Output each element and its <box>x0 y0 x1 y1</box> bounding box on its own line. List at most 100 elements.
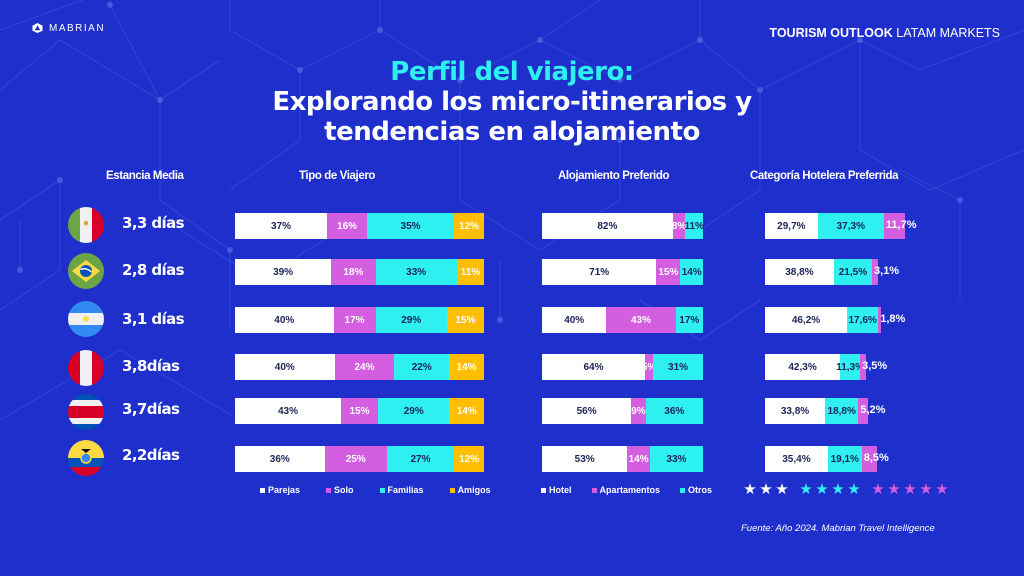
lodging-segment-apartamentos: 9% <box>631 398 646 424</box>
traveler-bar-brazil: 39% 18% 33% 11% <box>235 259 484 285</box>
hotel-category-segment-4-estrellas: 18,8% <box>824 398 859 424</box>
hotel-category-segment-3-estrellas: 33,8% <box>765 398 825 424</box>
data-label: 5% <box>641 361 657 373</box>
hotel-category-segment-3-estrellas: 38,8% <box>765 259 834 285</box>
traveler-segment-solo: 15% <box>341 398 378 424</box>
legend-label: Familias <box>387 485 424 495</box>
title-line-3: tendencias en alojamiento <box>324 117 700 147</box>
lodging-segment-otros: 11% <box>684 213 704 239</box>
traveler-bar-mexico: 37% 16% 35% 12% <box>235 213 484 239</box>
lodging-segment-otros: 33% <box>649 446 703 472</box>
data-label: 36% <box>269 453 290 465</box>
hotel-category-segment-5-estrellas: 3,1% <box>872 259 899 285</box>
data-label: 43% <box>277 405 298 417</box>
traveler-segment-solo: 17% <box>333 307 376 333</box>
data-label: 9% <box>631 405 646 417</box>
column-heading-traveler: Tipo de Viajero <box>299 170 376 182</box>
traveler-segment-solo: 24% <box>334 354 395 380</box>
star-icon: ★ <box>935 480 949 498</box>
hotel-category-segment-4-estrellas: 19,1% <box>827 446 862 472</box>
lodging-segment-apartamentos: 14% <box>627 446 650 472</box>
lodging-bar-argentina: 40% 43% 17% <box>542 307 703 333</box>
data-label: 36% <box>664 405 685 417</box>
data-label: 53% <box>574 453 595 465</box>
legend-swatch <box>591 487 597 493</box>
hotel-category-segment-4-estrellas: 11,3% <box>836 354 864 380</box>
hotel-category-bar-costa-rica: 33,8% 18,8% 5,2% <box>765 398 885 424</box>
data-label: 12% <box>459 453 480 465</box>
legend-item-familias: Familias <box>379 485 424 495</box>
stay-value-peru: 3,8días <box>122 357 180 375</box>
lodging-segment-otros: 36% <box>645 398 703 424</box>
hotel-category-bar-argentina: 46,2% 17,6% 1,8% <box>765 307 905 333</box>
traveler-segment-solo: 18% <box>331 259 376 285</box>
data-label: 24% <box>354 361 375 373</box>
lodging-bar-ecuador: 53% 14% 33% <box>542 446 703 472</box>
data-label: 5,2% <box>860 404 886 416</box>
hotel-category-segment-3-estrellas: 42,3% <box>765 354 841 380</box>
data-label: 56% <box>576 405 597 417</box>
data-label: 71% <box>589 266 610 278</box>
data-label: 15% <box>455 314 476 326</box>
lodging-bar-peru: 64% 5% 31% <box>542 354 703 380</box>
costa-rica-flag-icon <box>68 394 104 430</box>
legend-item-parejas: Parejas <box>260 485 300 495</box>
traveler-segment-familias: 33% <box>375 259 457 285</box>
legend-lodging: Hotel Apartamentos Otros <box>541 485 712 495</box>
ecuador-flag-icon <box>68 440 104 476</box>
star-icon: ★ <box>743 480 757 498</box>
hotel-category-bar-mexico: 29,7% 37,3% 11,7% <box>765 213 917 239</box>
traveler-segment-amigos: 11% <box>456 259 484 285</box>
legend-traveler: Parejas Solo Familias Amigos <box>260 485 491 495</box>
star-icon: ★ <box>775 480 789 498</box>
data-label: 40% <box>564 314 585 326</box>
data-label: 39% <box>273 266 294 278</box>
legend-swatch <box>379 487 385 493</box>
lodging-bar-costa-rica: 56% 9% 36% <box>542 398 703 424</box>
brand-name: MABRIAN <box>49 22 106 34</box>
report-title-bold: TOURISM OUTLOOK <box>769 26 893 40</box>
data-label: 33% <box>406 266 427 278</box>
data-label: 11,3% <box>836 361 865 373</box>
spacer <box>862 480 870 498</box>
data-label: 37% <box>271 220 292 232</box>
data-label: 17,6% <box>848 314 877 326</box>
legend-swatch <box>541 487 546 493</box>
legend-swatch <box>260 487 265 493</box>
data-label: 43% <box>630 314 651 326</box>
lodging-segment-hotel: 40% <box>542 307 607 333</box>
legend-label: Amigos <box>457 485 491 495</box>
legend-item-amigos: Amigos <box>449 485 491 495</box>
star-icon: ★ <box>815 480 829 498</box>
lodging-bar-mexico: 82% 8% 11% <box>542 213 704 239</box>
data-label: 25% <box>345 453 366 465</box>
data-label: 46,2% <box>791 314 821 326</box>
data-label: 14% <box>628 453 649 465</box>
lodging-segment-hotel: 53% <box>542 446 628 472</box>
title-line-2: Explorando los micro-itinerarios y <box>272 87 752 117</box>
traveler-segment-amigos: 15% <box>447 307 484 333</box>
data-label: 12% <box>459 220 480 232</box>
traveler-segment-parejas: 39% <box>235 259 332 285</box>
lodging-segment-hotel: 82% <box>542 213 673 239</box>
brand-logo: MABRIAN <box>32 22 105 34</box>
data-label: 14% <box>681 266 702 278</box>
data-label: 15% <box>349 405 370 417</box>
data-label: 29% <box>403 405 424 417</box>
traveler-segment-amigos: 12% <box>454 213 484 239</box>
lodging-segment-otros: 17% <box>675 307 703 333</box>
lodging-segment-otros: 31% <box>653 354 703 380</box>
legend-label: Apartamentos <box>599 485 661 495</box>
spacer <box>790 480 798 498</box>
report-title: TOURISM OUTLOOK LATAM MARKETS <box>769 26 1000 40</box>
hotel-category-segment-4-estrellas: 17,6% <box>847 307 879 333</box>
data-label: 14% <box>456 361 477 373</box>
hotel-category-segment-5-estrellas: 8,5% <box>861 446 889 472</box>
hotel-category-bar-peru: 42,3% 11,3% 3,5% <box>765 354 887 380</box>
data-label: 19,1% <box>830 453 859 465</box>
data-label: 11% <box>684 220 704 232</box>
stay-value-costa-rica: 3,7días <box>122 400 180 418</box>
data-label: 1,8% <box>880 313 906 325</box>
traveler-bar-peru: 40% 24% 22% 14% <box>235 354 484 380</box>
data-label: 27% <box>410 453 431 465</box>
